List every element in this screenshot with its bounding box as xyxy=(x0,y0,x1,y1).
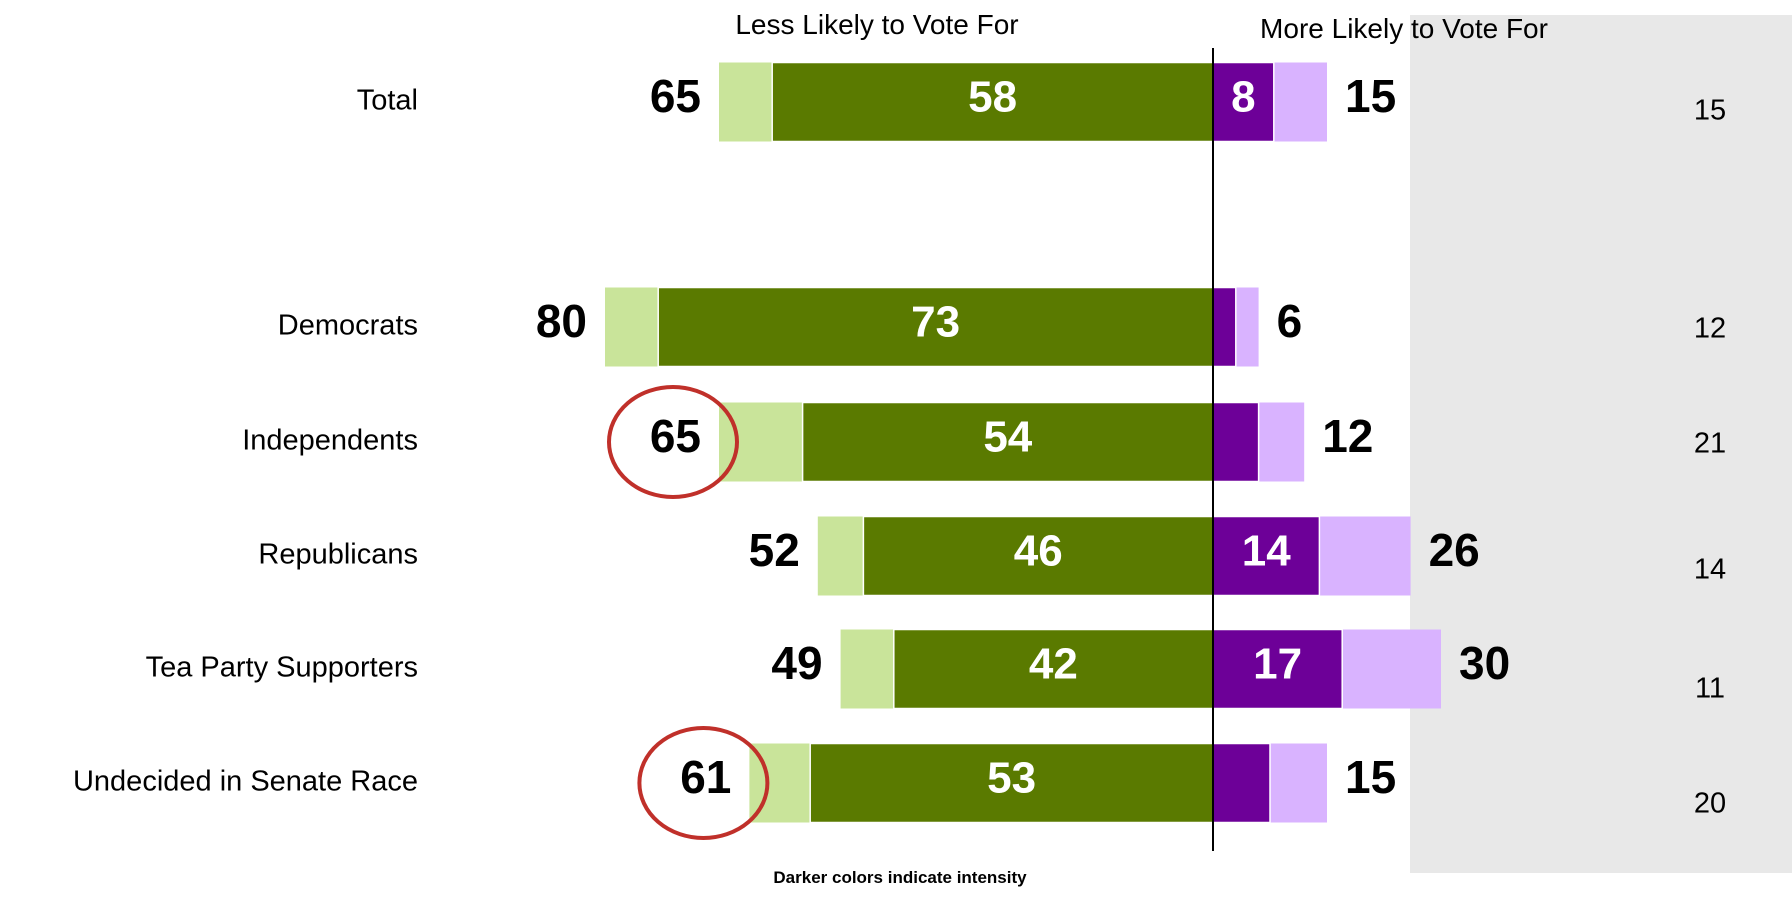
data-label-more-total: 15 xyxy=(1345,70,1396,122)
bar-more-intense xyxy=(1212,61,1275,143)
bar-less-intense xyxy=(801,401,1214,483)
data-label-more-intense: 17 xyxy=(1253,640,1302,689)
bar-more-intense xyxy=(1212,286,1237,368)
highlight-circle xyxy=(637,726,770,840)
category-label: Tea Party Supporters xyxy=(146,652,418,684)
side-column-value: 12 xyxy=(1694,313,1726,345)
category-label: Undecided in Senate Race xyxy=(73,766,418,798)
data-label-less-intense: 42 xyxy=(1029,640,1078,689)
data-label-more-total: 12 xyxy=(1322,410,1373,462)
side-panel xyxy=(1410,15,1792,873)
less-likely-header: Less Likely to Vote For xyxy=(735,9,1018,40)
data-label-more-total: 30 xyxy=(1459,637,1510,689)
data-label-more-total: 26 xyxy=(1429,524,1480,576)
data-label-less-intense: 53 xyxy=(987,754,1036,803)
highlight-circle xyxy=(607,385,739,499)
bar-more-intense xyxy=(1212,401,1260,483)
data-label-more-intense: 8 xyxy=(1231,73,1255,122)
side-column-value: 14 xyxy=(1694,554,1726,586)
bar-less-intense xyxy=(809,742,1214,824)
data-label-less-intense: 58 xyxy=(968,73,1017,122)
data-label-less-total: 49 xyxy=(771,637,822,689)
data-label-more-total: 15 xyxy=(1345,751,1396,803)
side-column-value: 15 xyxy=(1694,95,1726,127)
side-column-value: 21 xyxy=(1694,428,1726,460)
data-label-more-total: 6 xyxy=(1277,295,1303,347)
category-label: Democrats xyxy=(278,310,418,342)
bar-less-intense xyxy=(893,628,1214,710)
data-label-less-total: 65 xyxy=(650,410,701,462)
data-label-less-intense: 73 xyxy=(911,298,960,347)
data-label-less-total: 61 xyxy=(680,751,731,803)
data-label-less-intense: 54 xyxy=(983,413,1032,462)
data-label-less-total: 52 xyxy=(749,524,800,576)
more-likely-header: More Likely to Vote For xyxy=(1260,13,1548,44)
side-column-value: 11 xyxy=(1695,673,1725,705)
data-label-less-total: 80 xyxy=(536,295,587,347)
bar-less-intense xyxy=(862,515,1214,597)
bar-less-intense xyxy=(657,286,1214,368)
bar-more-intense xyxy=(1212,628,1343,710)
footnote: Darker colors indicate intensity xyxy=(773,868,1027,887)
category-label: Independents xyxy=(242,425,418,457)
category-label: Republicans xyxy=(258,539,418,571)
side-column-value: 20 xyxy=(1694,788,1726,820)
bar-more-intense xyxy=(1212,515,1321,597)
bar-less-intense xyxy=(771,61,1214,143)
bars-layer: Total 58 8 65 15 15 Democrats 73 80 6 12 Independen… xyxy=(73,61,1726,840)
category-label: Total xyxy=(357,85,418,117)
bar-more-intense xyxy=(1212,742,1271,824)
data-label-less-total: 65 xyxy=(650,70,701,122)
data-label-less-intense: 46 xyxy=(1014,527,1063,576)
data-label-more-intense: 14 xyxy=(1242,527,1291,576)
